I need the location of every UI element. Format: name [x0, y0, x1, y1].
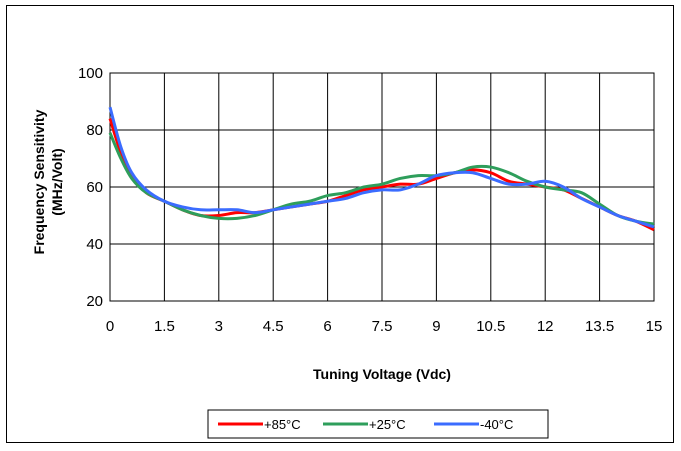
x-tick-label: 15 [646, 318, 663, 335]
legend: +85°C +25°C -40°C [207, 409, 549, 439]
x-tick-label: 6 [323, 318, 331, 335]
series-lines [108, 106, 655, 232]
x-axis-title: Tuning Voltage (Vdc) [313, 366, 451, 382]
y-axis-title: Frequency Sensitivity [31, 109, 47, 254]
legend-label-3: -40°C [480, 417, 513, 432]
x-tick-label: 1.5 [154, 318, 175, 335]
x-tick-label: 0 [106, 318, 114, 335]
legend-label-2: +25°C [369, 417, 406, 432]
x-tick-label: 12 [537, 318, 554, 335]
x-tick-label: 9 [432, 318, 440, 335]
y-tick-label: 80 [86, 122, 103, 139]
series-line-3 [108, 106, 655, 229]
legend-label-1: +85°C [264, 417, 301, 432]
y-tick-label: 100 [78, 65, 103, 82]
series-line-2 [108, 132, 655, 226]
y-tick-label: 60 [86, 179, 103, 196]
x-tick-label: 13.5 [585, 318, 614, 335]
y-tick-label: 20 [86, 293, 103, 310]
x-tick-label: 7.5 [372, 318, 393, 335]
tick-labels: 20 40 60 80 100 0 1.5 3 4.5 6 7.5 9 10.5 12 13.5 15 [78, 65, 662, 335]
x-tick-label: 10.5 [476, 318, 505, 335]
legend-box [207, 409, 549, 439]
y-tick-label: 40 [86, 236, 103, 253]
x-tick-label: 4.5 [263, 318, 284, 335]
y-axis-unit: (MHz/Volt) [49, 148, 65, 215]
x-tick-label: 3 [215, 318, 223, 335]
